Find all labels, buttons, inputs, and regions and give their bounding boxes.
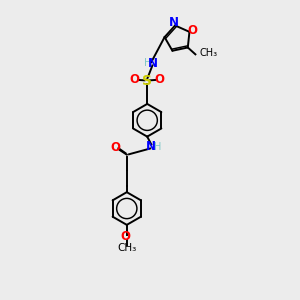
Text: O: O	[155, 73, 165, 85]
Text: N: N	[169, 16, 179, 28]
Text: H: H	[154, 142, 162, 152]
Text: O: O	[111, 141, 121, 154]
Text: O: O	[120, 230, 130, 243]
Text: H: H	[143, 58, 151, 68]
Text: S: S	[142, 74, 152, 88]
Text: CH₃: CH₃	[117, 243, 136, 253]
Text: CH₃: CH₃	[200, 48, 217, 59]
Text: N: N	[146, 140, 156, 153]
Text: O: O	[188, 24, 198, 38]
Text: O: O	[130, 73, 140, 85]
Text: N: N	[147, 57, 158, 70]
